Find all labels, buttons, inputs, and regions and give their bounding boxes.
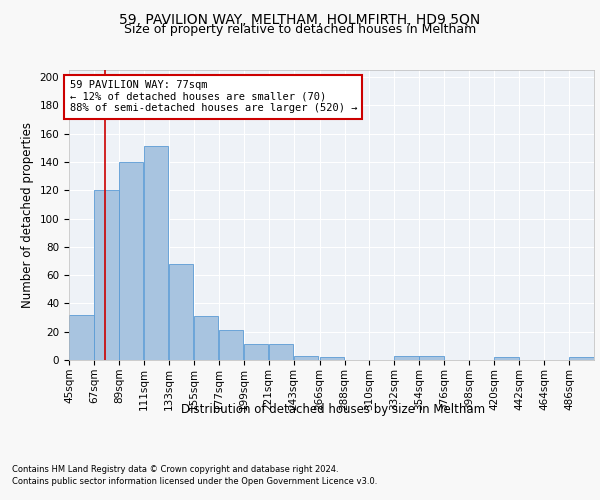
Bar [419,356,444,360]
Text: 59 PAVILION WAY: 77sqm
← 12% of detached houses are smaller (70)
88% of semi-det: 59 PAVILION WAY: 77sqm ← 12% of detached… [70,80,357,114]
Bar [394,356,419,360]
Bar [218,330,243,360]
Bar [494,357,519,360]
Text: Contains HM Land Registry data © Crown copyright and database right 2024.: Contains HM Land Registry data © Crown c… [12,466,338,474]
Text: Distribution of detached houses by size in Meltham: Distribution of detached houses by size … [181,402,485,415]
Bar [69,314,94,360]
Bar [169,264,193,360]
Bar [320,357,344,360]
Bar [269,344,293,360]
Text: Contains public sector information licensed under the Open Government Licence v3: Contains public sector information licen… [12,477,377,486]
Bar [144,146,169,360]
Y-axis label: Number of detached properties: Number of detached properties [21,122,34,308]
Bar [293,356,318,360]
Text: 59, PAVILION WAY, MELTHAM, HOLMFIRTH, HD9 5QN: 59, PAVILION WAY, MELTHAM, HOLMFIRTH, HD… [119,12,481,26]
Bar [94,190,119,360]
Bar [119,162,143,360]
Text: Size of property relative to detached houses in Meltham: Size of property relative to detached ho… [124,22,476,36]
Bar [244,344,268,360]
Bar [569,357,593,360]
Bar [194,316,218,360]
